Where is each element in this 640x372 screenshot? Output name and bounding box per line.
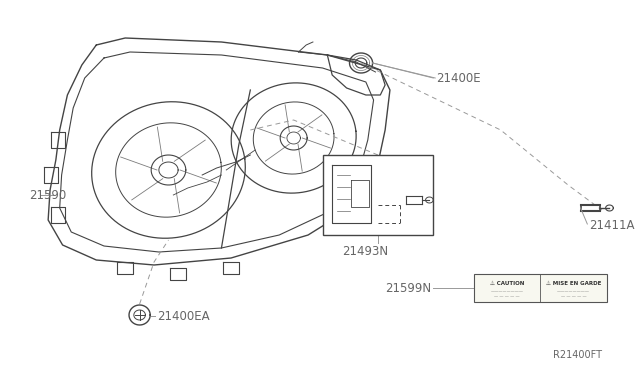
Text: — — — — —: — — — — — [561, 294, 586, 298]
Text: R21400FT: R21400FT [553, 350, 602, 360]
Text: 21411A: 21411A [589, 218, 635, 231]
Text: 21400E: 21400E [436, 71, 481, 84]
Bar [474, 274, 607, 302]
Text: 21599N: 21599N [385, 282, 431, 295]
Text: ————————: ———————— [490, 289, 524, 293]
Text: ⚠ MISE EN GARDE: ⚠ MISE EN GARDE [546, 281, 601, 286]
Text: — — — — —: — — — — — [494, 294, 520, 298]
Bar [323, 155, 433, 235]
Text: 21590: 21590 [29, 189, 66, 202]
Text: 21400EA: 21400EA [157, 310, 209, 323]
Text: 21493N: 21493N [342, 245, 388, 258]
Text: ————————: ———————— [557, 289, 590, 293]
Text: ⚠ CAUTION: ⚠ CAUTION [490, 281, 524, 286]
